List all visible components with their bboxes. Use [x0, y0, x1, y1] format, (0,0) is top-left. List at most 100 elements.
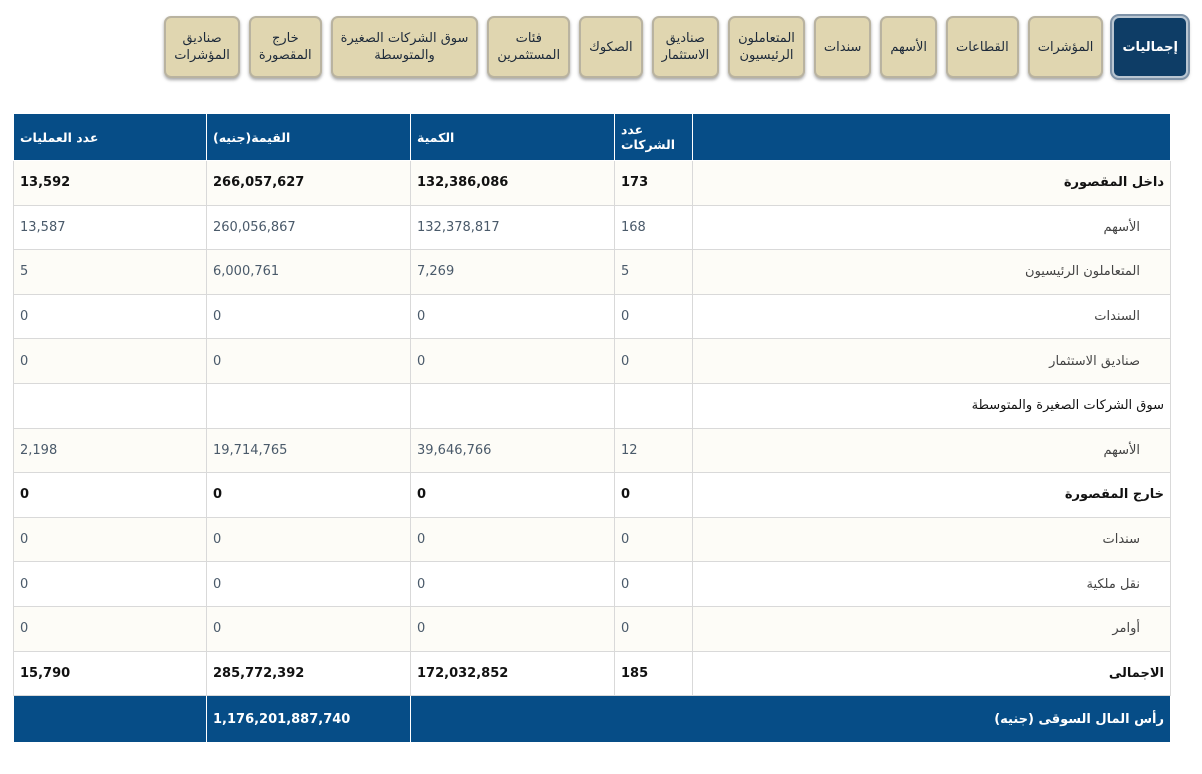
row-label: الأسهم: [692, 204, 1171, 251]
tab-label: الأسهم: [890, 39, 927, 56]
cell-quantity: 0: [410, 338, 615, 384]
tab-label-line: المستثمرين: [497, 48, 561, 63]
row-label: داخل المقصورة: [692, 160, 1171, 206]
table-row: السندات 0 0 0 0: [13, 293, 1171, 340]
tab-investor-categories[interactable]: فئات المستثمرين: [487, 16, 571, 78]
cell-value: 0: [206, 561, 411, 607]
tab-label-line: المتعاملون: [738, 31, 795, 46]
tab-label: المؤشرات: [1038, 39, 1094, 56]
cell-companies: 185: [614, 650, 693, 697]
tab-main-dealers[interactable]: المتعاملون الرئيسيون: [728, 16, 805, 78]
row-label: صناديق الاستثمار: [692, 338, 1171, 384]
cell-value: 0: [206, 472, 411, 518]
cell-value: 0: [206, 516, 411, 563]
cell-value: [206, 382, 411, 429]
tab-label-line: الأسهم: [890, 39, 927, 55]
cell-trades: 5: [13, 249, 207, 295]
cell-companies: 12: [614, 427, 693, 474]
cell-companies: 173: [614, 160, 693, 206]
cell-trades: 0: [13, 516, 207, 563]
row-label: أوامر: [692, 605, 1171, 652]
tab-off-floor[interactable]: خارج المقصورة: [248, 16, 322, 78]
tab-investment-funds[interactable]: صناديق الاستثمار: [651, 16, 720, 78]
tab-label: سندات: [824, 39, 862, 56]
cell-trades: 0: [13, 472, 207, 518]
header-quantity: الكمية: [410, 113, 615, 161]
cell-companies: 0: [614, 472, 693, 518]
cell-quantity: 0: [410, 293, 615, 340]
header-trades: عدد العمليات: [13, 113, 207, 161]
tab-label: سوق الشركات الصغيرة والمتوسطة: [341, 30, 469, 64]
market-cap-value: 1,176,201,887,740: [206, 695, 411, 744]
tab-label-line: الرئيسيون: [739, 48, 794, 63]
tab-label-line: الصكوك: [589, 39, 633, 55]
cell-quantity: 132,378,817: [410, 204, 615, 251]
tab-label-line: المؤشرات: [1037, 39, 1094, 55]
tab-sme-market[interactable]: سوق الشركات الصغيرة والمتوسطة: [330, 16, 479, 78]
tab-label: المتعاملون الرئيسيون: [738, 30, 795, 64]
tab-indices[interactable]: المؤشرات: [1027, 16, 1104, 78]
tab-label-line: صناديق: [182, 31, 222, 46]
market-cap-row: رأس المال السوقى (جنيه) 1,176,201,887,740: [13, 695, 1171, 744]
tab-label-line: الاستثمار: [661, 48, 710, 63]
row-label: الاجمالى: [692, 650, 1171, 697]
tab-bonds[interactable]: سندات: [813, 16, 872, 78]
tab-sukuk[interactable]: الصكوك: [579, 16, 643, 78]
cell-quantity: 0: [410, 561, 615, 607]
market-cap-empty: [13, 695, 207, 744]
cell-trades: 0: [13, 293, 207, 340]
tab-totals[interactable]: إجماليات: [1112, 16, 1188, 78]
tab-label: خارج المقصورة: [259, 30, 312, 64]
tab-sectors[interactable]: القطاعات: [945, 16, 1019, 78]
cell-value: 266,057,627: [206, 160, 411, 206]
tab-label-line: والمتوسطة: [374, 48, 435, 63]
tab-label-line: سوق الشركات الصغيرة: [340, 31, 469, 46]
table-row: الأسهم 168 132,378,817 260,056,867 13,587: [13, 204, 1171, 251]
cell-companies: [614, 382, 693, 429]
table-row: أوامر 0 0 0 0: [13, 605, 1171, 652]
cell-value: 6,000,761: [206, 249, 411, 295]
tab-label-line: سندات: [823, 39, 862, 55]
summary-table-container: عدد الشركات الكمية القيمة(جنيه) عدد العم…: [13, 113, 1171, 744]
market-tabs: إجماليات المؤشرات القطاعات الأسهم سندات المتع…: [14, 16, 1188, 80]
tab-stocks[interactable]: الأسهم: [880, 16, 937, 78]
cell-companies: 0: [614, 605, 693, 652]
cell-value: 285,772,392: [206, 650, 411, 697]
cell-companies: 5: [614, 249, 693, 295]
cell-value: 0: [206, 293, 411, 340]
cell-trades: 2,198: [13, 427, 207, 474]
table-row: الأسهم 12 39,646,766 19,714,765 2,198: [13, 427, 1171, 474]
table-row: الاجمالى 185 172,032,852 285,772,392 15,790: [13, 650, 1171, 697]
cell-quantity: 0: [410, 516, 615, 563]
tab-label: إجماليات: [1122, 39, 1178, 56]
market-summary-table: عدد الشركات الكمية القيمة(جنيه) عدد العم…: [13, 113, 1171, 744]
row-label: المتعاملون الرئيسيون: [692, 249, 1171, 295]
cell-value: 19,714,765: [206, 427, 411, 474]
tab-etf-funds[interactable]: صناديق المؤشرات: [164, 16, 240, 78]
tab-label: صناديق الاستثمار: [662, 30, 710, 64]
tab-label-line: المقصورة: [258, 48, 312, 63]
cell-companies: 0: [614, 516, 693, 563]
tab-label: القطاعات: [956, 39, 1009, 56]
cell-trades: 13,592: [13, 160, 207, 206]
cell-companies: 0: [614, 338, 693, 384]
tab-label-line: صناديق: [665, 31, 705, 46]
cell-value: 260,056,867: [206, 204, 411, 251]
table-row: داخل المقصورة 173 132,386,086 266,057,627 13…: [13, 160, 1171, 206]
tab-label: فئات المستثمرين: [497, 30, 560, 64]
tab-label-line: القطاعات: [955, 39, 1009, 55]
table-row: المتعاملون الرئيسيون 5 7,269 6,000,761 5: [13, 249, 1171, 295]
table-row: خارج المقصورة 0 0 0 0: [13, 472, 1171, 518]
cell-quantity: 39,646,766: [410, 427, 615, 474]
row-label: خارج المقصورة: [692, 472, 1171, 518]
cell-trades: 0: [13, 338, 207, 384]
row-label: نقل ملكية: [692, 561, 1171, 607]
header-companies: عدد الشركات: [614, 113, 693, 161]
cell-trades: 0: [13, 605, 207, 652]
row-label: السندات: [692, 293, 1171, 340]
row-label: سندات: [692, 516, 1171, 563]
header-label: [692, 113, 1171, 161]
cell-companies: 168: [614, 204, 693, 251]
tab-label-line: المؤشرات: [174, 48, 230, 63]
